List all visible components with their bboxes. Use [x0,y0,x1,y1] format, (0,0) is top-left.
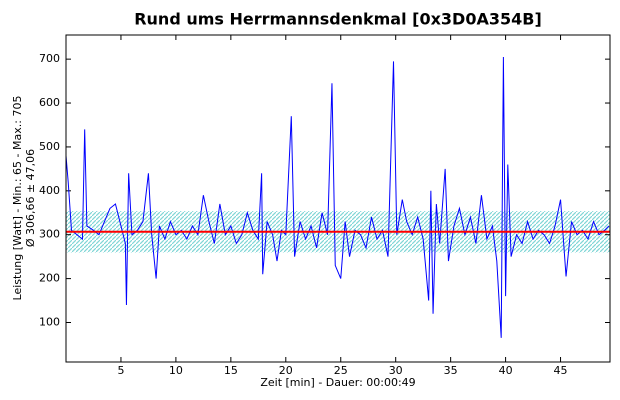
x-tick-label: 5 [117,364,124,377]
x-tick-label: 40 [499,364,513,377]
y-tick-label: 100 [39,315,60,328]
y-tick-label: 300 [39,228,60,241]
x-tick-label: 25 [334,364,348,377]
y-tick-label: 700 [39,52,60,65]
y-axis-stats: Ø 306,66 ± 47,06 [24,149,37,247]
x-tick-label: 15 [224,364,238,377]
plot-frame [65,34,611,363]
y-tick-label: 500 [39,140,60,153]
x-tick-label: 30 [389,364,403,377]
x-tick-label: 10 [169,364,183,377]
x-tick-label: 20 [279,364,293,377]
y-tick-label: 600 [39,96,60,109]
x-tick-label: 35 [444,364,458,377]
x-tick-label: 45 [554,364,568,377]
y-tick-label: 400 [39,184,60,197]
y-axis-label: Leistung [Watt] - Min.: 65 - Max.: 705 [11,96,24,301]
x-axis-label: Zeit [min] - Dauer: 00:00:49 [260,376,415,389]
chart-title: Rund ums Herrmannsdenkmal [0x3D0A354B] [134,10,542,29]
y-tick-label: 200 [39,272,60,285]
power-line [65,56,610,338]
